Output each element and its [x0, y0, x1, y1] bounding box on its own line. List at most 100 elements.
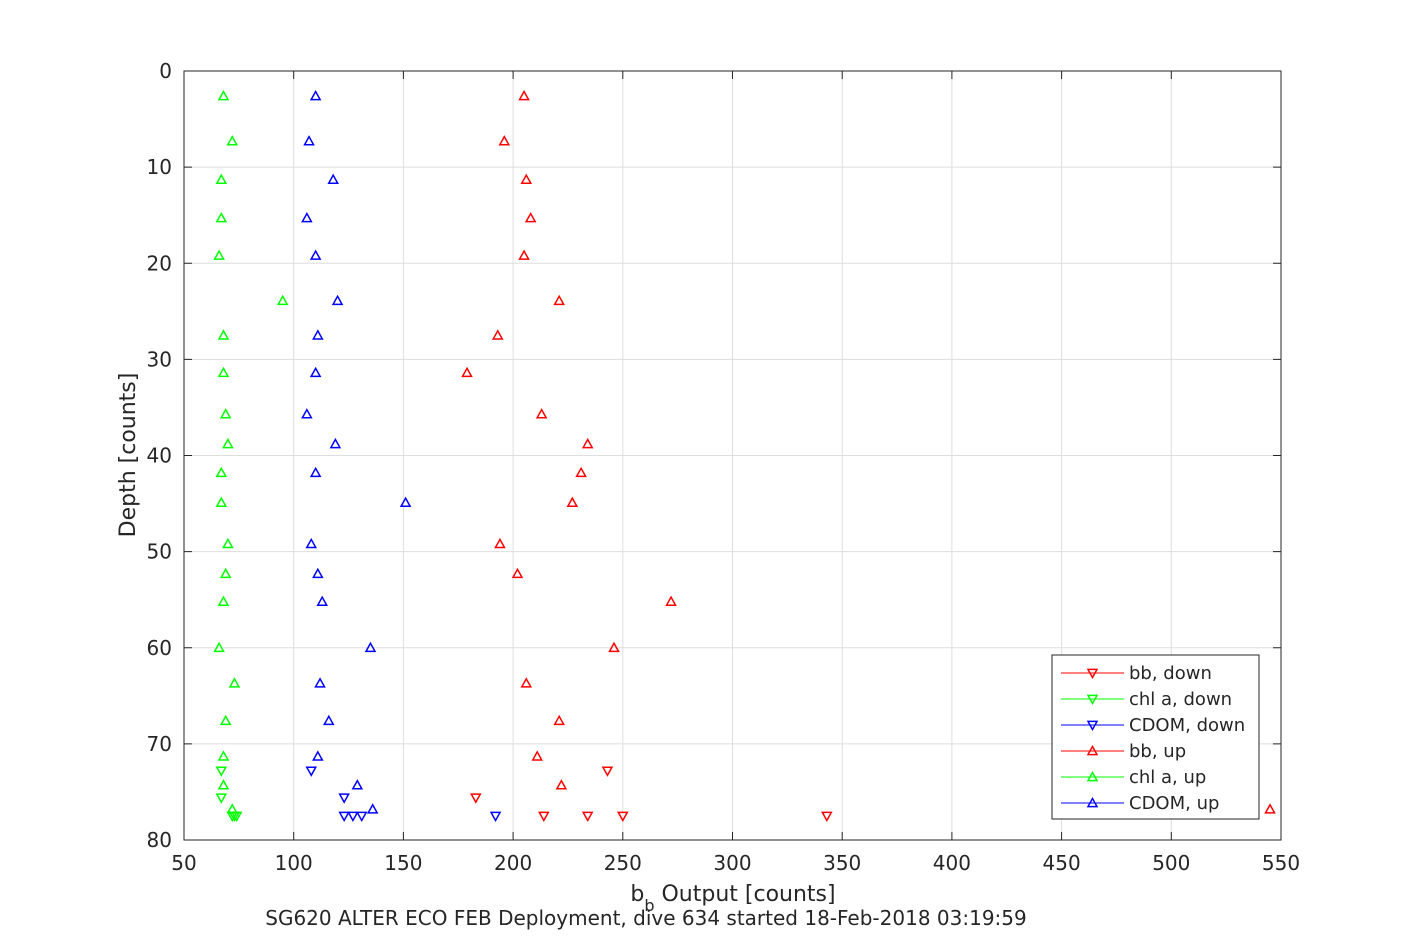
data-point [314, 677, 326, 688]
data-point [617, 811, 629, 823]
x-tick-label: 500 [1152, 851, 1190, 875]
data-point [303, 135, 315, 146]
data-point [327, 173, 339, 184]
x-tick-label: 350 [823, 851, 861, 875]
data-point [226, 803, 239, 814]
data-point [1264, 803, 1276, 814]
data-point [309, 466, 322, 478]
data-point [217, 750, 230, 761]
data-markers [213, 89, 1276, 823]
x-tick-label: 50 [171, 851, 196, 875]
data-point [531, 750, 544, 761]
data-point [524, 212, 537, 223]
data-point [215, 466, 228, 478]
data-point [305, 766, 318, 777]
data-point [608, 641, 620, 653]
data-point [305, 537, 318, 549]
data-point [219, 408, 232, 419]
legend-label: chl a, down [1129, 689, 1232, 710]
x-tick-label: 450 [1043, 851, 1081, 875]
data-point [553, 294, 565, 306]
data-point [301, 212, 313, 223]
x-axis: 50 100 150 200 250 300 350 400 450 500 550 [171, 71, 1300, 875]
data-point [329, 437, 342, 449]
data-point [219, 714, 232, 726]
data-point [581, 437, 594, 449]
data-point [312, 567, 324, 579]
data-point [511, 567, 524, 579]
legend-marker [1086, 796, 1099, 808]
legend-label: bb, down [1129, 663, 1212, 684]
legend-box [1051, 654, 1260, 820]
data-point [538, 811, 550, 823]
y-tick-label: 70 [147, 732, 172, 756]
legend-label: bb, up [1129, 741, 1186, 762]
data-point [351, 779, 364, 790]
data-point [665, 595, 677, 606]
x-tick-label: 150 [384, 851, 422, 875]
legend-label: CDOM, down [1129, 715, 1245, 736]
data-point [309, 89, 322, 101]
legend-marker [1086, 694, 1099, 706]
y-tick-label: 60 [147, 636, 172, 660]
data-point [498, 135, 511, 146]
legend-marker [1086, 668, 1099, 680]
x-tick-label: 200 [494, 851, 532, 875]
data-point [821, 811, 833, 823]
data-point [217, 89, 230, 101]
chart-caption: SG620 ALTER ECO FEB Deployment, dive 634… [265, 906, 1026, 930]
legend: bb, down chl a, down CDOM, down bb, up chl a… [1051, 654, 1260, 820]
data-point [520, 173, 533, 184]
data-point [489, 811, 502, 823]
y-tick-label: 0 [159, 59, 172, 83]
data-point [491, 329, 504, 340]
y-axis-label: Depth [counts] [116, 373, 141, 538]
data-point [323, 714, 335, 726]
data-point [222, 537, 234, 549]
data-point [535, 408, 548, 419]
legend-marker [1086, 744, 1099, 756]
data-point [601, 766, 614, 777]
data-point [215, 793, 228, 804]
data-point [215, 173, 228, 184]
legend-label: CDOM, up [1129, 793, 1219, 814]
legend-label: chl a, up [1129, 767, 1206, 788]
x-tick-label: 100 [275, 851, 313, 875]
x-axis-label: bb Output [counts] [630, 882, 835, 915]
data-point [312, 750, 324, 761]
grid [184, 71, 1281, 840]
data-point [364, 641, 377, 653]
data-point [553, 714, 565, 726]
y-tick-label: 50 [147, 540, 172, 564]
data-point [219, 567, 232, 579]
data-point [222, 437, 234, 449]
x-tick-label: 400 [933, 851, 971, 875]
data-point [217, 779, 230, 790]
y-tick-label: 80 [147, 828, 172, 852]
x-tick-label: 550 [1262, 851, 1300, 875]
data-point [461, 366, 473, 378]
data-point [338, 811, 350, 823]
data-point [494, 537, 506, 549]
data-point [518, 249, 530, 260]
data-point [215, 766, 228, 777]
data-point [355, 811, 368, 823]
data-point [520, 677, 533, 688]
data-point [215, 496, 228, 507]
data-point [217, 595, 230, 606]
data-point [575, 466, 587, 478]
data-point [566, 496, 579, 507]
x-tick-label: 300 [713, 851, 751, 875]
y-axis: 0 10 20 30 40 50 60 70 80 [147, 59, 1281, 852]
data-point [309, 249, 322, 260]
data-point [213, 249, 225, 260]
data-point [276, 294, 289, 306]
x-tick-label: 250 [604, 851, 642, 875]
y-tick-label: 30 [147, 347, 172, 371]
data-point [312, 329, 324, 340]
y-tick-label: 10 [147, 155, 172, 179]
data-point [581, 811, 594, 823]
data-point [338, 793, 350, 804]
data-point [347, 811, 359, 823]
